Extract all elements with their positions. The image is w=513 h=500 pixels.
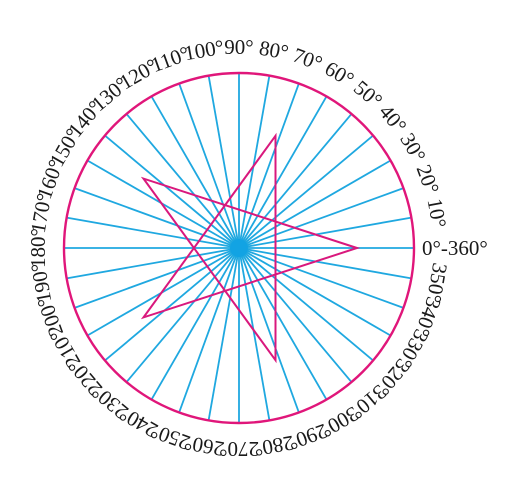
- five-point-star: [140, 132, 361, 364]
- ray-250-deg: [178, 247, 240, 413]
- ray-20-deg: [238, 187, 404, 249]
- ray-50-deg: [238, 113, 353, 249]
- ray-320-deg: [238, 247, 374, 362]
- ray-330-deg: [238, 247, 391, 337]
- degree-label-270: 270°: [219, 437, 259, 461]
- ray-100-deg: [207, 75, 240, 249]
- ray-200-deg: [74, 247, 240, 309]
- center-point: [230, 239, 248, 257]
- ray-290-deg: [238, 247, 300, 413]
- ray-300-deg: [238, 247, 328, 400]
- ray-220-deg: [104, 247, 240, 362]
- ray-110-deg: [178, 83, 240, 249]
- ray-70-deg: [238, 83, 300, 249]
- degree-label-20: 20°: [412, 161, 445, 197]
- degree-label-90: 90°: [224, 35, 253, 59]
- ray-30-deg: [238, 159, 391, 249]
- ray-120-deg: [150, 95, 240, 249]
- ray-130-deg: [125, 113, 240, 249]
- ray-160-deg: [74, 187, 240, 249]
- degree-label-180: 180°: [26, 228, 50, 268]
- degree-label-70: 70°: [290, 43, 326, 76]
- ray-260-deg: [207, 247, 240, 421]
- degree-label-80: 80°: [257, 36, 290, 65]
- degree-label-30: 30°: [395, 129, 430, 166]
- ray-140-deg: [104, 134, 240, 249]
- degree-label-0: 0°-360°: [422, 236, 488, 260]
- degree-label-50: 50°: [349, 75, 387, 112]
- ray-80-deg: [238, 75, 271, 249]
- ray-40-deg: [238, 134, 374, 249]
- ray-340-deg: [238, 247, 404, 309]
- rays-group: [64, 73, 414, 423]
- degree-label-40: 40°: [374, 100, 411, 138]
- ray-310-deg: [238, 247, 353, 383]
- degree-label-60: 60°: [321, 56, 358, 91]
- degree-label-10: 10°: [423, 197, 452, 230]
- ray-10-deg: [238, 216, 412, 249]
- ray-60-deg: [238, 95, 328, 249]
- ray-230-deg: [125, 247, 240, 383]
- ray-190-deg: [66, 247, 240, 280]
- ray-350-deg: [238, 247, 412, 280]
- ray-240-deg: [150, 247, 240, 400]
- outer-circle: [62, 71, 416, 425]
- degree-label-350: 350°: [422, 261, 453, 304]
- ray-170-deg: [66, 216, 240, 249]
- ray-280-deg: [238, 247, 271, 421]
